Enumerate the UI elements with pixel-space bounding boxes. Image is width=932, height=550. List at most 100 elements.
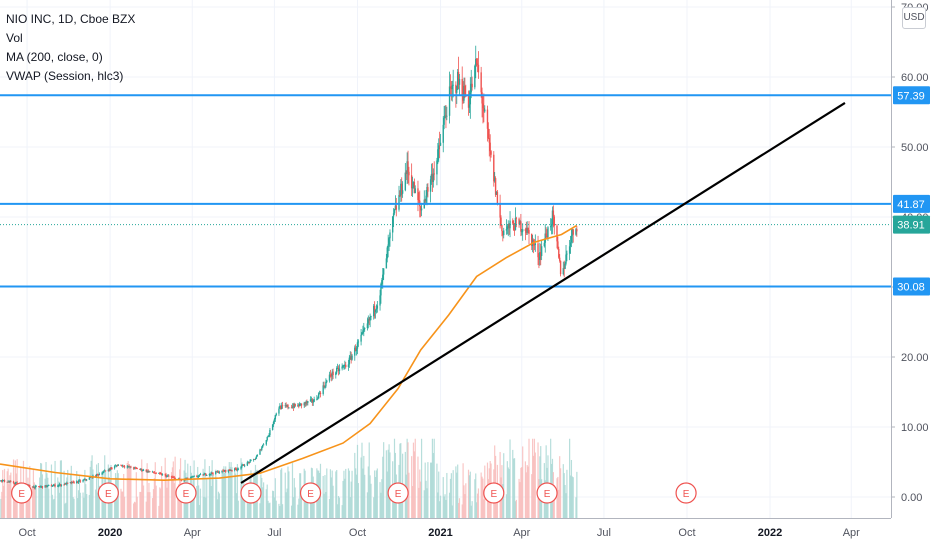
volume-bar: [77, 498, 79, 518]
level-label: 41.87: [897, 199, 925, 211]
candle-body: [114, 465, 117, 467]
volume-bar: [331, 470, 333, 518]
candle-body: [408, 171, 410, 176]
candle-body: [77, 480, 80, 483]
candle-body: [461, 78, 463, 97]
volume-bar: [527, 466, 529, 518]
candle-body: [420, 208, 423, 211]
candle-body: [265, 440, 268, 445]
earnings-marker: [11, 482, 33, 504]
volume-bar: [225, 466, 227, 518]
candle-body: [67, 482, 69, 484]
earnings-marker: [97, 482, 119, 504]
volume-bar: [503, 453, 505, 518]
candle-body: [266, 436, 268, 441]
candle-body: [147, 470, 149, 473]
legend-symbol[interactable]: NIO INC, 1D, Cboe BZX: [6, 12, 136, 26]
candle-body: [8, 481, 10, 483]
volume-bar: [33, 482, 35, 518]
candle-body: [401, 183, 403, 194]
candle-body: [556, 225, 558, 242]
candle-body: [261, 447, 263, 450]
volume-bar: [354, 452, 356, 518]
volume-bar: [344, 478, 346, 518]
volume-bar: [481, 476, 483, 518]
candle-body: [252, 459, 255, 461]
candle-body: [449, 86, 452, 88]
candle-body: [133, 467, 136, 469]
candle-body: [570, 235, 573, 243]
candle-body: [52, 485, 54, 487]
y-tick-label: 50.00: [901, 142, 929, 154]
earnings-marker: [240, 482, 262, 504]
legend-ma[interactable]: MA (200, close, 0): [6, 50, 103, 64]
candle-body: [448, 86, 451, 116]
candle-body: [66, 482, 68, 485]
candle-body: [429, 179, 432, 192]
currency-button[interactable]: USD: [902, 7, 926, 29]
candle-body: [109, 468, 111, 471]
candle-body: [280, 405, 283, 409]
candle-body: [462, 96, 464, 101]
candle-body: [293, 403, 295, 408]
volume-bar: [279, 506, 281, 518]
candle-body: [432, 173, 435, 183]
candle-body: [557, 241, 559, 249]
volume-bar: [235, 493, 238, 518]
volume-bar: [446, 472, 448, 518]
x-tick-label: Oct: [349, 527, 366, 539]
candle-body: [243, 465, 246, 467]
volume-bar: [411, 486, 414, 518]
volume-bar: [534, 452, 536, 518]
candle-body: [374, 309, 377, 313]
candle-body: [547, 227, 549, 238]
candle-body: [13, 483, 16, 485]
candle-body: [102, 472, 104, 474]
candle-body: [231, 470, 233, 472]
volume-bar: [513, 458, 516, 518]
candle-body: [196, 476, 199, 478]
candle-body: [76, 481, 79, 483]
candle-body: [331, 371, 333, 377]
volume-bar: [168, 475, 170, 518]
candle-body: [141, 468, 143, 471]
volume-bar: [558, 489, 560, 518]
candle-body: [571, 229, 574, 236]
volume-bar: [21, 497, 23, 518]
candle-body: [189, 477, 192, 479]
x-tick-label: Apr: [184, 527, 201, 539]
volume-bar: [411, 456, 413, 518]
candle-body: [134, 467, 137, 469]
candle-body: [297, 404, 299, 407]
volume-bar: [123, 473, 125, 518]
candle-body: [247, 462, 249, 463]
earnings-marker-label: E: [105, 489, 112, 500]
candle-body: [433, 173, 435, 175]
volume-bar: [356, 444, 359, 518]
volume-bar: [60, 460, 62, 518]
volume-bar: [515, 499, 517, 518]
volume-bar: [203, 496, 205, 518]
volume-bar: [576, 471, 578, 518]
candle-body: [12, 481, 15, 484]
volume-bar: [229, 466, 231, 518]
candle-body: [470, 83, 472, 93]
candle-body: [101, 473, 103, 475]
earnings-marker: [299, 482, 322, 504]
legend-vwap[interactable]: VWAP (Session, hlc3): [6, 69, 124, 83]
volume-bar: [300, 495, 303, 518]
candle-body: [107, 469, 110, 471]
volume-bar: [380, 492, 382, 518]
candle-body: [322, 385, 324, 394]
candle-body: [317, 393, 320, 399]
volume-bar: [445, 499, 447, 518]
candle-body: [443, 117, 445, 125]
volume-bar: [456, 472, 458, 518]
volume-bar: [329, 469, 332, 518]
candle-body: [576, 229, 578, 232]
volume-bar: [374, 476, 377, 518]
volume-bar: [180, 495, 183, 518]
legend-volume[interactable]: Vol: [6, 31, 23, 45]
